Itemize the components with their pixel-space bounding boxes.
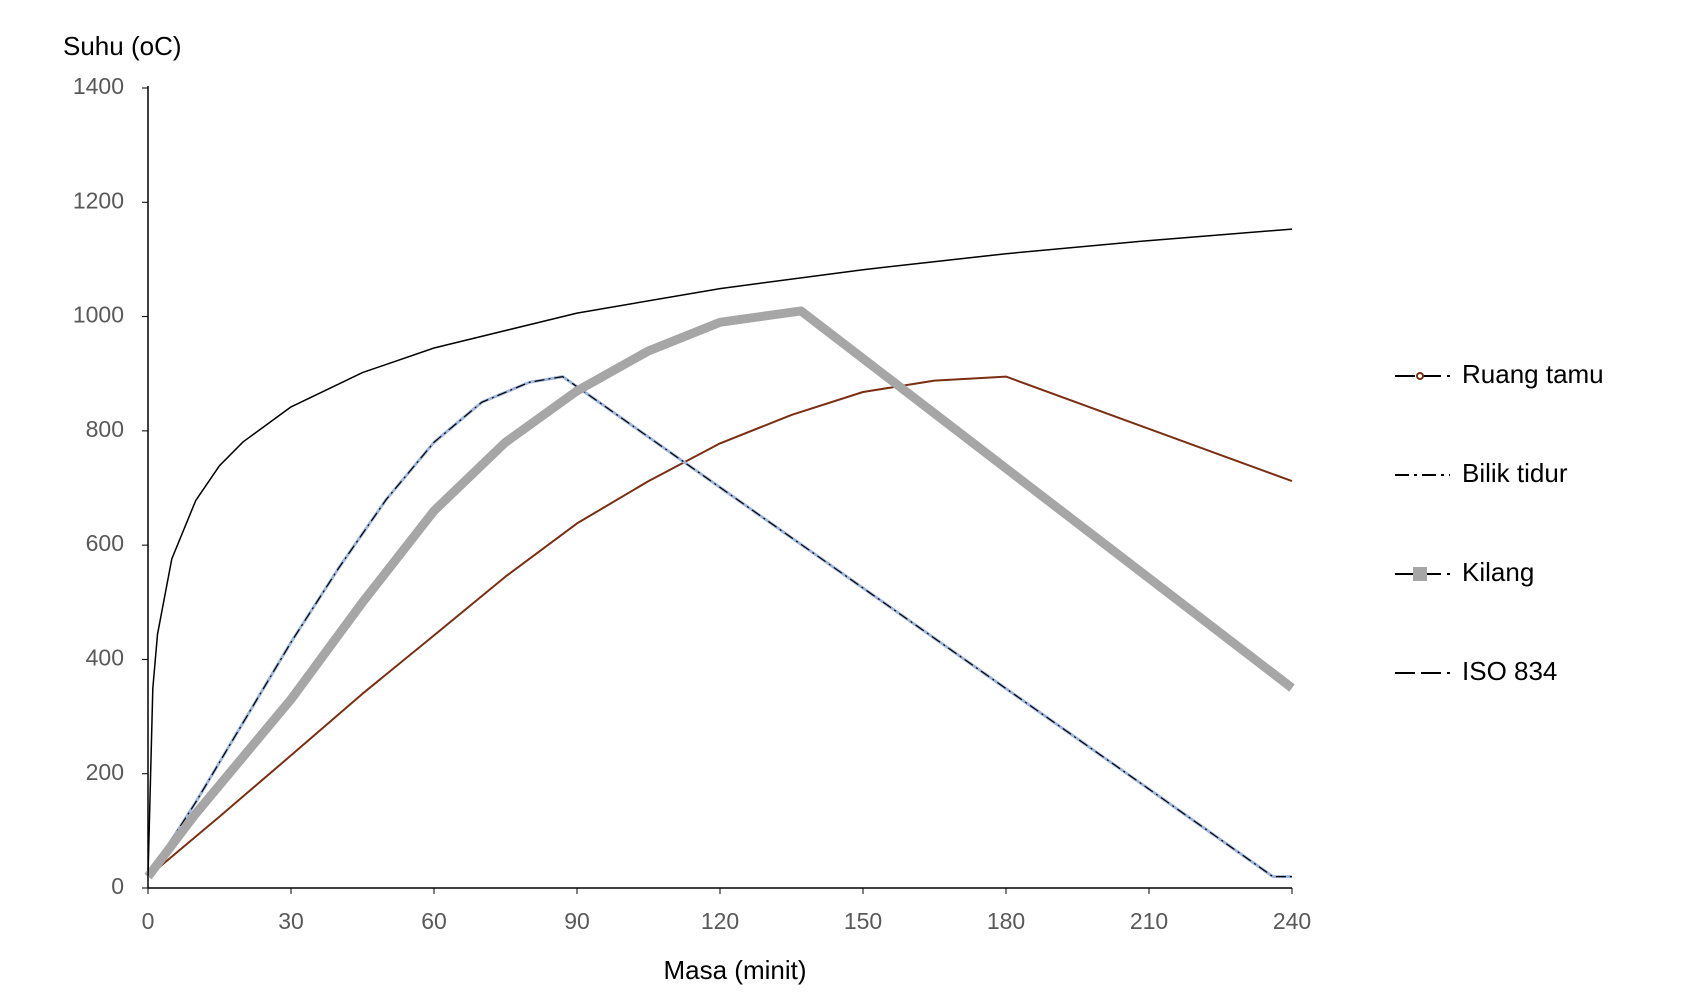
series-line	[146, 375, 1292, 879]
x-tick-label: 90	[564, 908, 590, 934]
y-tick-label: 1200	[73, 187, 124, 213]
x-axis-title: Masa (minit)	[663, 955, 806, 985]
y-axis-title: Suhu (oC)	[63, 31, 182, 61]
series-line	[147, 228, 1293, 877]
y-tick-label: 1000	[73, 302, 124, 328]
x-tick-label: 180	[987, 908, 1025, 934]
y-tick-label: 1400	[73, 73, 124, 99]
x-tick-label: 240	[1273, 908, 1311, 934]
legend-marker	[1416, 372, 1424, 380]
x-tick-label: 30	[278, 908, 304, 934]
y-tick-label: 600	[86, 530, 124, 556]
series-line	[147, 375, 1293, 878]
x-tick-label: 210	[1130, 908, 1168, 934]
y-tick-label: 800	[86, 416, 124, 442]
y-tick-label: 0	[111, 873, 124, 899]
x-tick-label: 120	[701, 908, 739, 934]
legend-label: Kilang	[1462, 557, 1534, 587]
legend-marker	[1413, 567, 1427, 581]
x-tick-label: 60	[421, 908, 447, 934]
legend-label: Bilik tidur	[1462, 458, 1568, 488]
legend-label: ISO 834	[1462, 656, 1557, 686]
series-line	[144, 306, 1295, 880]
y-tick-label: 200	[86, 759, 124, 785]
series-line-overlay	[147, 375, 1292, 878]
x-tick-label: 0	[142, 908, 155, 934]
x-tick-label: 150	[844, 908, 882, 934]
legend-label: Ruang tamu	[1462, 359, 1604, 389]
y-tick-label: 400	[86, 645, 124, 671]
